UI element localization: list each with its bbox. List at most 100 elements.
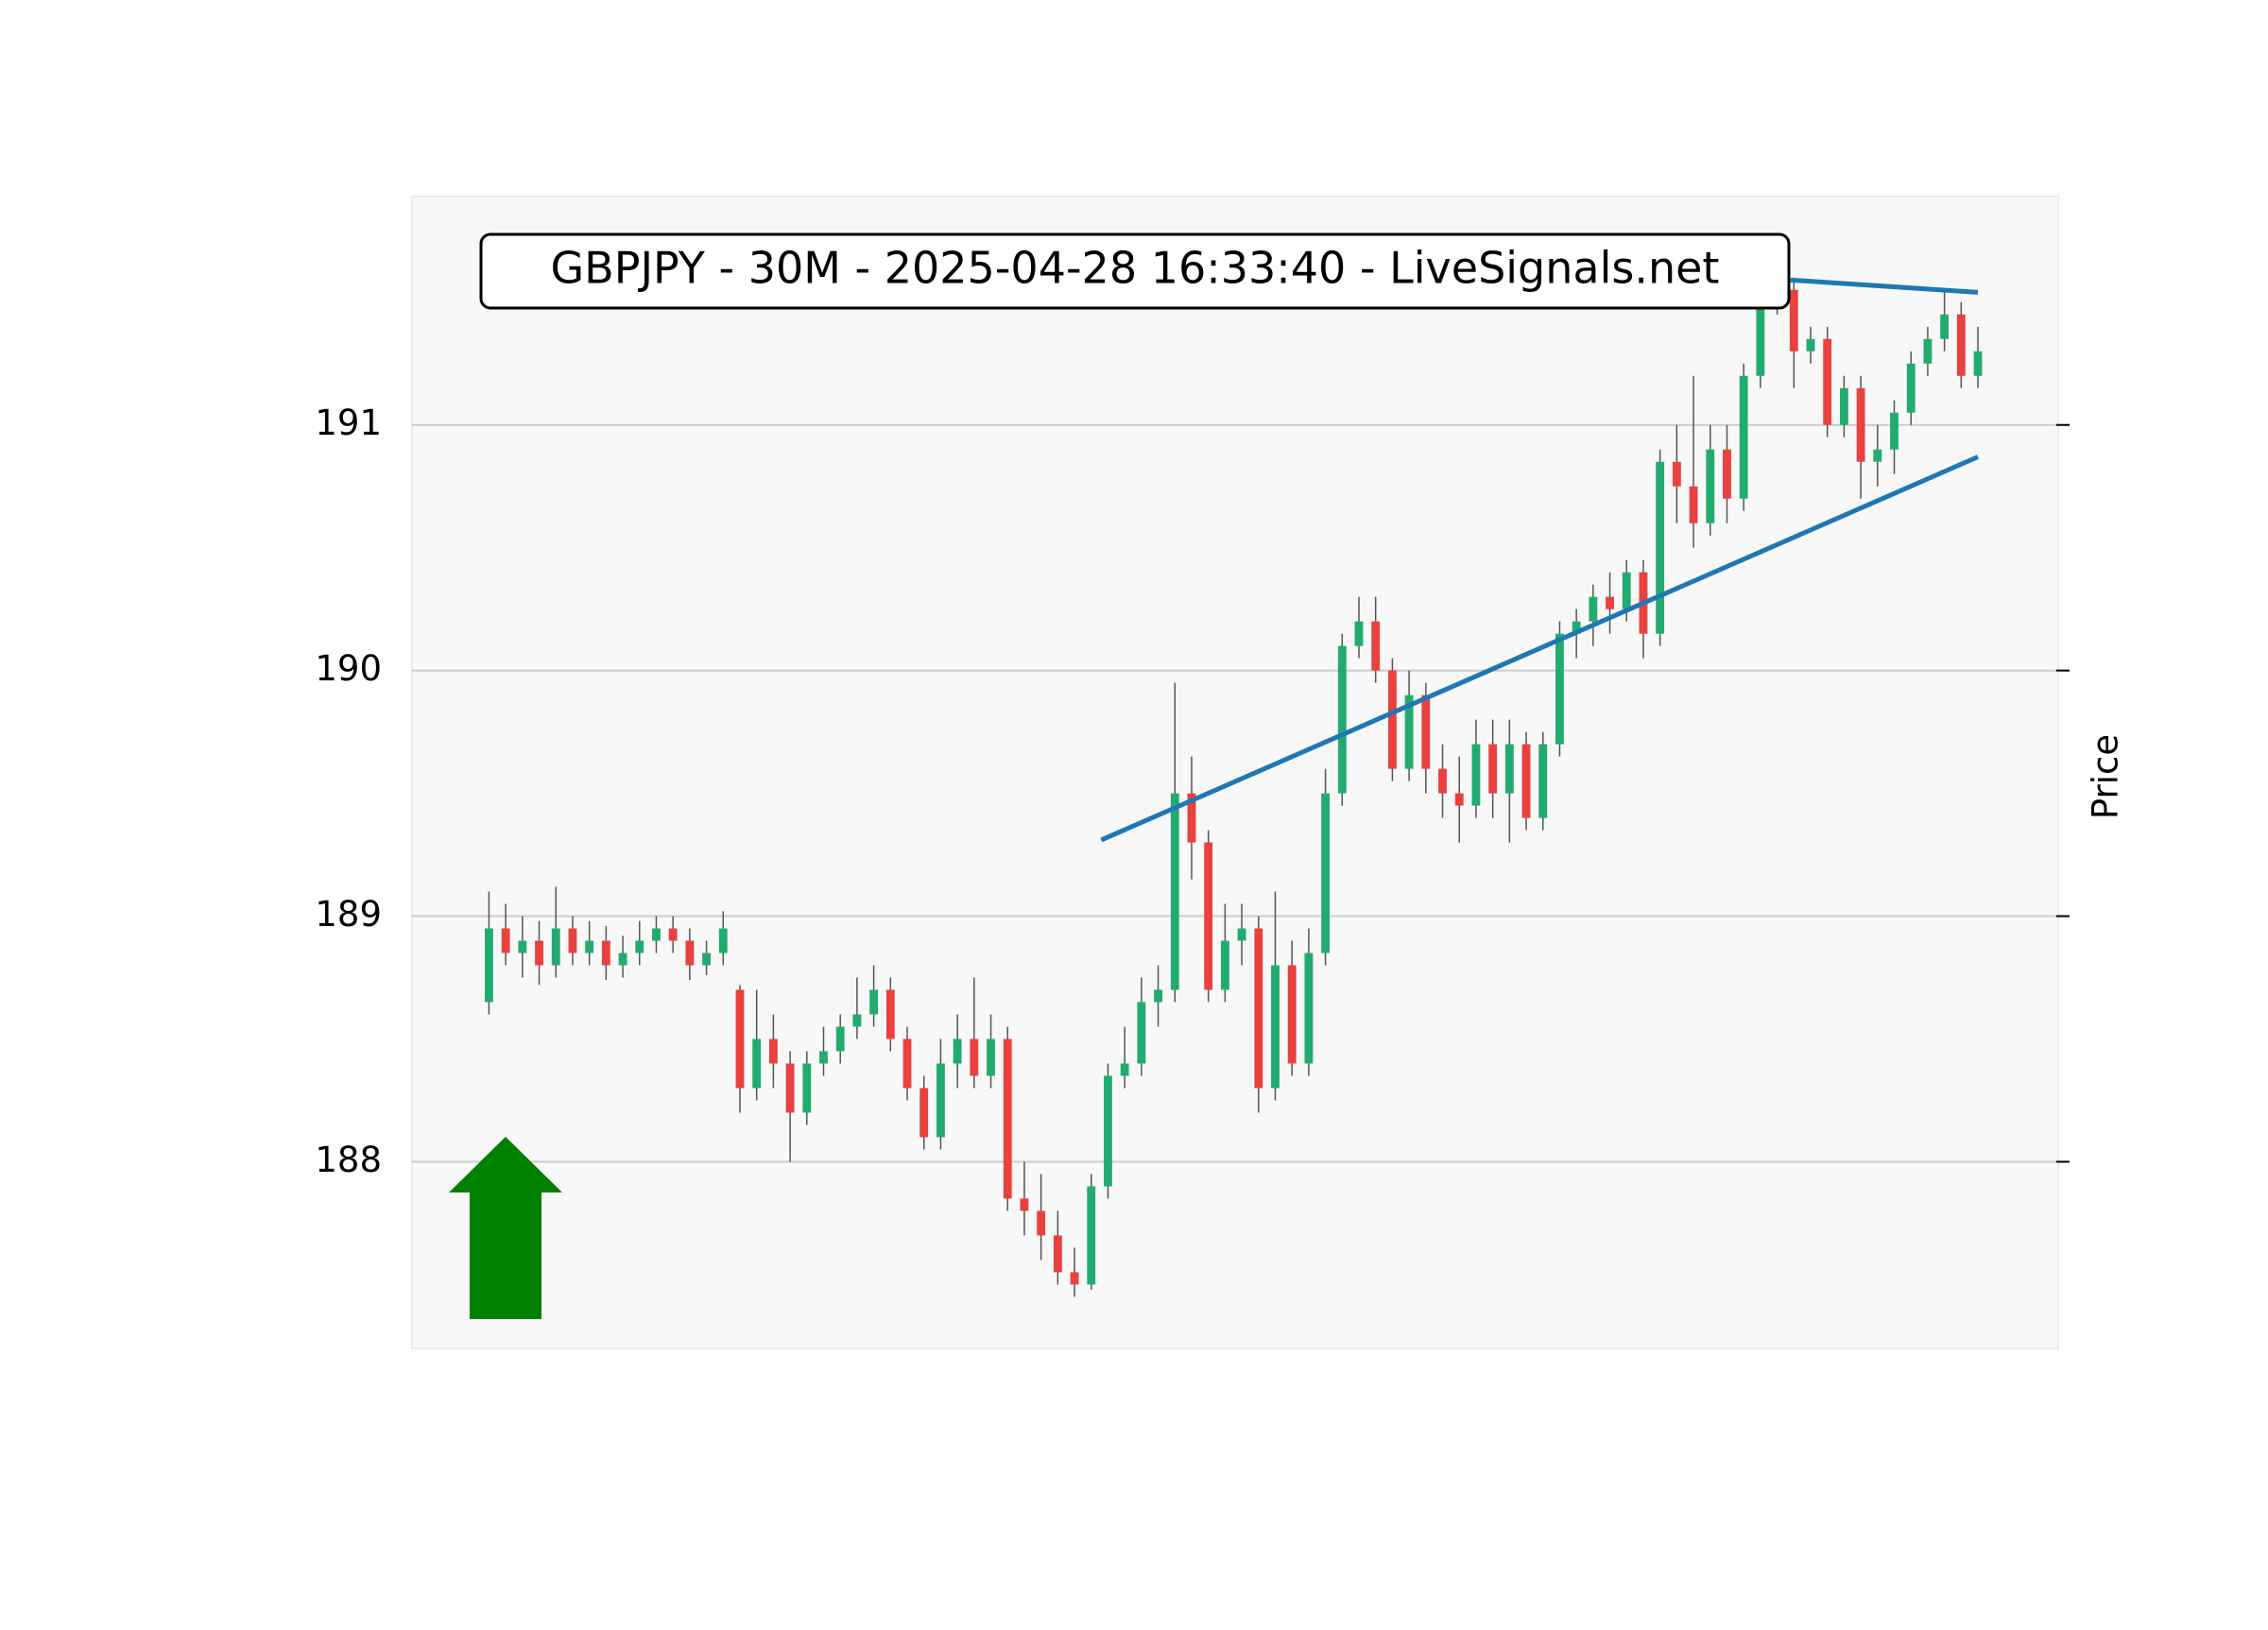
- candle-body: [1504, 744, 1514, 794]
- trendline: [1100, 455, 1980, 843]
- candle-body: [585, 940, 594, 953]
- candle-body: [1421, 695, 1431, 769]
- candle-body: [1454, 793, 1464, 806]
- candle-body: [1120, 1063, 1129, 1076]
- candle-body: [936, 1063, 945, 1138]
- y-tick-label: 190: [315, 648, 382, 689]
- candle-body: [1438, 768, 1447, 794]
- candle-body: [1237, 928, 1246, 941]
- candle-body: [970, 1038, 979, 1076]
- candle-body: [987, 1038, 995, 1076]
- candle-body: [1806, 338, 1815, 352]
- signal-arrow: [449, 1137, 562, 1319]
- candle-body: [902, 1038, 912, 1089]
- candle-body: [852, 1014, 862, 1027]
- candle-body: [1104, 1075, 1112, 1187]
- candle-body: [1337, 645, 1347, 794]
- candle-body: [1973, 351, 1983, 376]
- candle-body: [1020, 1198, 1029, 1211]
- candle-body: [1789, 289, 1798, 352]
- candle-body: [1187, 793, 1196, 843]
- candle-body: [1354, 621, 1364, 646]
- y-tick-label: 188: [315, 1140, 382, 1180]
- candle-body: [702, 952, 712, 966]
- candle-body: [652, 928, 661, 941]
- candle-body: [1287, 965, 1297, 1064]
- candle-body: [919, 1088, 929, 1138]
- candle-body: [668, 928, 678, 941]
- candle-body: [735, 989, 745, 1089]
- candle-body: [835, 1026, 845, 1052]
- candle-body: [1304, 952, 1314, 1064]
- candle-body: [1387, 670, 1397, 769]
- candle-body: [1589, 596, 1598, 622]
- candle-body: [1003, 1038, 1012, 1199]
- title-box: [479, 232, 1791, 310]
- candle-body: [1706, 449, 1715, 523]
- candle-body: [618, 952, 627, 966]
- candle-body: [1739, 375, 1748, 499]
- candle-body: [1154, 989, 1162, 1003]
- candle-body: [1555, 633, 1564, 745]
- candle-body: [1756, 301, 1765, 376]
- candle-body: [785, 1063, 795, 1113]
- candle-body: [1471, 744, 1481, 806]
- candle-body: [1137, 1002, 1146, 1064]
- candle-body: [752, 1038, 762, 1089]
- candle-body: [1856, 387, 1865, 462]
- candle-body: [768, 1038, 778, 1064]
- grid: 188 189 190 191: [315, 403, 2070, 1180]
- candle-body: [1672, 461, 1681, 487]
- candle-body: [635, 940, 644, 953]
- candle-body: [551, 928, 560, 966]
- candle-body: [1087, 1186, 1096, 1285]
- candle-body: [1656, 461, 1665, 634]
- candle-body: [802, 1063, 812, 1113]
- candle-body: [1923, 338, 1933, 364]
- trendlines: [1100, 277, 1980, 843]
- candle-body: [685, 940, 695, 966]
- candle-body: [1254, 928, 1263, 1089]
- candle-body: [1723, 449, 1731, 499]
- candle-body: [885, 989, 895, 1039]
- candle-body: [1890, 412, 1899, 450]
- candle-body: [1271, 965, 1280, 1089]
- y-tick-label: 191: [315, 403, 382, 443]
- candle-body: [1488, 744, 1498, 794]
- candle-body: [1371, 621, 1381, 671]
- candle-body: [1940, 314, 1950, 339]
- candle-body: [1053, 1235, 1062, 1273]
- candle-body: [1321, 793, 1331, 953]
- candle-body: [819, 1051, 828, 1064]
- candle-body: [601, 940, 610, 966]
- candle-body: [535, 940, 543, 966]
- candle-body: [953, 1038, 962, 1064]
- chart-title: GBPJPY - 30M - 2025-04-28 16:33:40 - Liv…: [551, 243, 1720, 294]
- candle-body: [501, 928, 510, 953]
- y-tick-label: 189: [315, 894, 382, 935]
- candle-body: [1906, 363, 1916, 413]
- candle-body: [718, 928, 728, 953]
- candle-body: [1170, 793, 1179, 990]
- candle-body: [1521, 744, 1531, 818]
- candle-body: [1037, 1210, 1046, 1236]
- y-axis-label: Price: [2086, 734, 2126, 819]
- candle-body: [485, 928, 493, 1003]
- plot-area: [411, 196, 2059, 1349]
- candle-body: [1606, 596, 1614, 609]
- trendline: [1790, 277, 1979, 295]
- candle-body: [568, 928, 577, 953]
- candle-body: [1204, 842, 1213, 990]
- candle-body: [1689, 486, 1698, 523]
- candle-body: [518, 940, 527, 953]
- candle-body: [1070, 1272, 1079, 1285]
- candle-body: [1873, 449, 1882, 462]
- candle-body: [1538, 744, 1548, 818]
- candle-body: [1823, 338, 1832, 425]
- candle-body: [869, 989, 879, 1015]
- candle-body: [1956, 314, 1966, 376]
- candle-body: [1622, 572, 1631, 609]
- candle-body: [1572, 621, 1581, 634]
